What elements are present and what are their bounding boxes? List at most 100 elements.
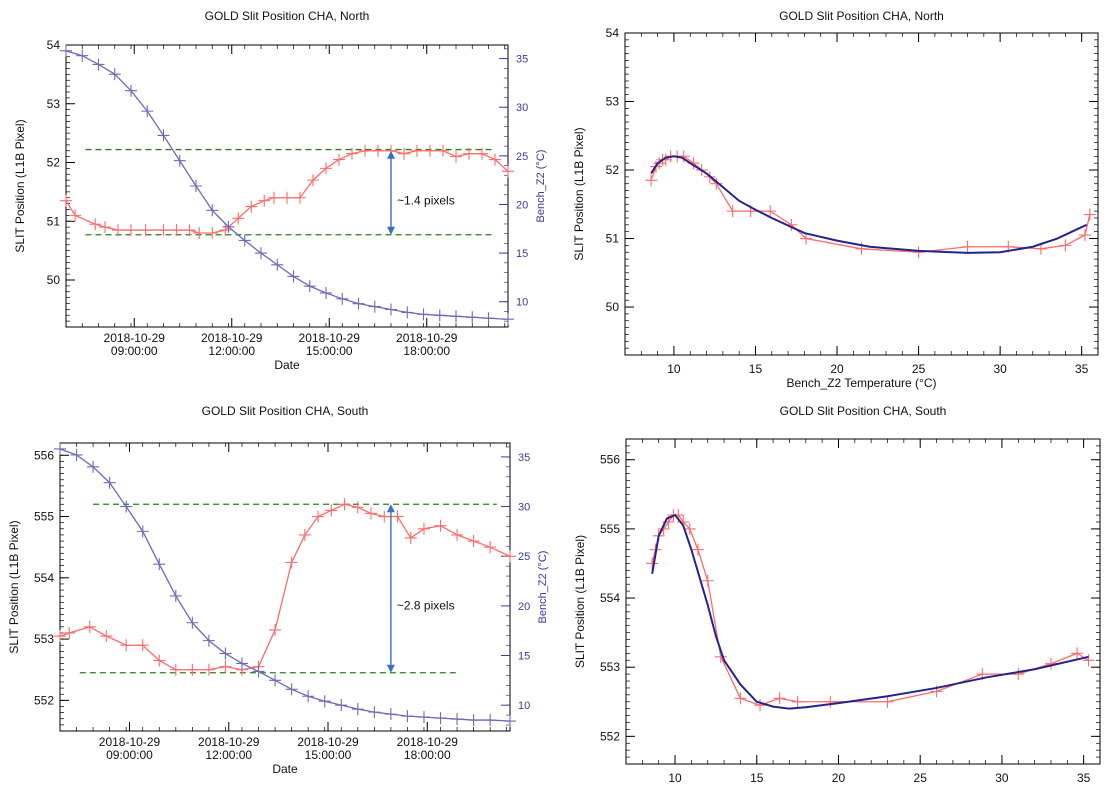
data-point <box>153 558 166 571</box>
x-tick-label: 2018-10-29 <box>201 331 263 345</box>
data-point <box>384 708 397 721</box>
data-point <box>463 147 475 160</box>
data-point <box>504 550 516 563</box>
y2-tick-label: 20 <box>516 199 528 211</box>
data-point <box>451 713 464 726</box>
data-point <box>307 174 319 187</box>
data-point <box>466 311 479 324</box>
data-point <box>351 703 364 716</box>
data-point <box>219 660 232 673</box>
data-point <box>125 224 137 237</box>
data-point <box>502 165 514 178</box>
data-point <box>754 699 767 712</box>
data-point <box>450 150 462 163</box>
data-point <box>691 543 704 556</box>
data-point <box>99 221 111 234</box>
x-tick-label: 2018-10-29 <box>297 735 359 749</box>
y-axis-label: SLIT Position (L1B Pixel) <box>573 535 587 668</box>
chart-title: GOLD Slit Position CHA, North <box>205 9 370 23</box>
x-tick-label: 12:00:00 <box>205 748 252 762</box>
data-point <box>120 500 133 513</box>
y2-tick-label: 30 <box>518 502 530 514</box>
y2-axis-label: Bench_Z2 (°C) <box>535 150 547 223</box>
data-point <box>467 535 480 548</box>
data-point <box>451 528 464 541</box>
x-axis-label: Bench_Z2 Temperature (°C) <box>787 376 937 390</box>
data-point <box>1012 668 1025 681</box>
x-tick-label: 2018-10-29 <box>299 331 361 345</box>
data-point <box>417 711 430 724</box>
data-point <box>734 692 747 705</box>
y-axis-label: SLIT Position (L1B Pixel) <box>7 520 21 653</box>
data-point <box>312 510 325 523</box>
data-point <box>411 144 423 157</box>
data-point <box>206 204 219 217</box>
y2-tick-label: 15 <box>518 651 530 663</box>
x-tick-label: 09:00:00 <box>111 344 158 358</box>
annotation-arrowhead-bottom <box>387 226 395 235</box>
y2-tick-label: 10 <box>516 297 528 309</box>
data-point <box>881 695 894 708</box>
data-point <box>484 541 497 554</box>
data-point <box>800 232 813 245</box>
data-point <box>157 224 170 237</box>
data-point <box>467 714 480 727</box>
data-point <box>63 626 76 639</box>
x-tick-label: 15 <box>749 362 763 376</box>
x-tick-label: 30 <box>993 362 1007 376</box>
data-point <box>281 191 293 204</box>
x-tick-label: 18:00:00 <box>404 748 451 762</box>
x-tick-label: 25 <box>912 362 926 376</box>
plot-frame <box>625 438 1101 765</box>
data-point <box>100 630 113 643</box>
panel-south-vs-temperature: GOLD Slit Position CHA, South 552 553 554 55… <box>573 404 1101 786</box>
y2-tick-label: 35 <box>516 54 528 66</box>
data-point <box>391 510 404 523</box>
data-point <box>401 710 414 723</box>
y-tick-label: 53 <box>606 95 620 109</box>
data-point <box>108 68 121 81</box>
data-point <box>235 657 248 670</box>
data-point <box>336 292 349 305</box>
y2-tick-label: 25 <box>516 151 528 163</box>
data-point <box>252 665 265 678</box>
data-point <box>484 714 497 727</box>
data-point <box>268 191 280 204</box>
x-tick-label: 2018-10-29 <box>104 331 166 345</box>
y-tick-label: 51 <box>606 232 620 246</box>
data-point <box>385 303 397 316</box>
data-point <box>1083 208 1096 221</box>
data-point <box>287 270 300 283</box>
x-tick-label: 10 <box>668 771 682 785</box>
data-point <box>646 557 659 570</box>
x-tick-label: 18:00:00 <box>403 344 450 358</box>
y-tick-label: 52 <box>47 156 61 170</box>
data-point <box>169 663 182 676</box>
y-tick-label: 555 <box>600 522 620 536</box>
data-point <box>489 153 501 166</box>
y-tick-label: 52 <box>606 163 620 177</box>
data-point <box>726 205 739 218</box>
x-tick-label: 10 <box>667 362 681 376</box>
data-point <box>136 639 149 652</box>
data-point <box>417 308 430 321</box>
y-tick-label: 54 <box>606 26 620 40</box>
annotation-label: ~2.8 pixels <box>397 598 455 612</box>
data-point <box>303 280 316 293</box>
x-tick-label: 12:00:00 <box>208 344 255 358</box>
data-point <box>433 309 446 322</box>
x-tick-label: 2018-10-29 <box>397 735 459 749</box>
y-tick-label: 51 <box>47 214 61 228</box>
data-point <box>320 162 332 175</box>
annotation-arrowhead-bottom <box>386 664 395 673</box>
data-point <box>173 154 186 167</box>
data-point <box>60 194 72 207</box>
y2-tick-label: 25 <box>518 551 530 563</box>
data-point <box>157 129 170 142</box>
data-point <box>54 442 66 455</box>
data-point <box>791 695 804 708</box>
data-point <box>701 574 714 587</box>
series-line-1 <box>650 155 1088 254</box>
data-point <box>186 616 199 629</box>
